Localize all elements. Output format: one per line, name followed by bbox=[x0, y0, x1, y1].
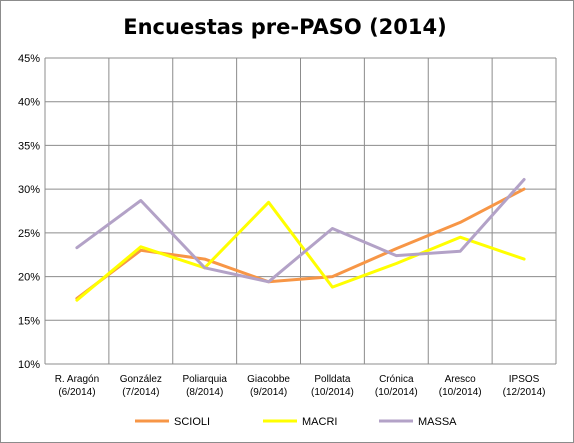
x-tick-label: Giacobbe (9/2014) bbox=[247, 374, 290, 398]
y-tick-label: 45% bbox=[18, 53, 40, 65]
y-tick-label: 40% bbox=[18, 97, 40, 109]
y-tick-label: 30% bbox=[18, 184, 40, 196]
chart-title: Encuestas pre-PASO (2014) bbox=[123, 15, 446, 39]
x-tick-label: González (7/2014) bbox=[120, 374, 162, 398]
x-tick-label: Polldata (10/2014) bbox=[311, 374, 354, 398]
legend-label-massa: MASSA bbox=[418, 416, 457, 428]
legend-label-scioli: SCIOLI bbox=[174, 416, 210, 428]
legend: SCIOLI MACRI MASSA bbox=[135, 416, 457, 428]
x-tick-label: R. Aragón (6/2014) bbox=[55, 374, 99, 398]
x-tick-label: Aresco (10/2014) bbox=[439, 374, 482, 398]
y-tick-label: 10% bbox=[18, 359, 40, 371]
y-tick-label: 15% bbox=[18, 315, 40, 327]
x-axis-ticks: R. Aragón (6/2014) González (7/2014) Poliarq… bbox=[55, 374, 546, 398]
legend-label-macri: MACRI bbox=[302, 416, 337, 428]
x-tick-label: IPSOS (12/2014) bbox=[503, 374, 546, 398]
y-tick-label: 20% bbox=[18, 272, 40, 284]
gridlines bbox=[44, 57, 557, 365]
x-tick-label: Poliarquia (8/2014) bbox=[182, 374, 227, 398]
x-tick-label: Crónica (10/2014) bbox=[375, 374, 418, 398]
series-line-massa bbox=[75, 178, 526, 284]
y-axis-ticks: 10% 15% 20% 25% 30% 35% 40% 45% bbox=[18, 53, 40, 371]
y-tick-label: 35% bbox=[18, 140, 40, 152]
y-tick-label: 25% bbox=[18, 228, 40, 240]
series-lines bbox=[75, 178, 526, 302]
series-line-macri bbox=[75, 200, 526, 302]
